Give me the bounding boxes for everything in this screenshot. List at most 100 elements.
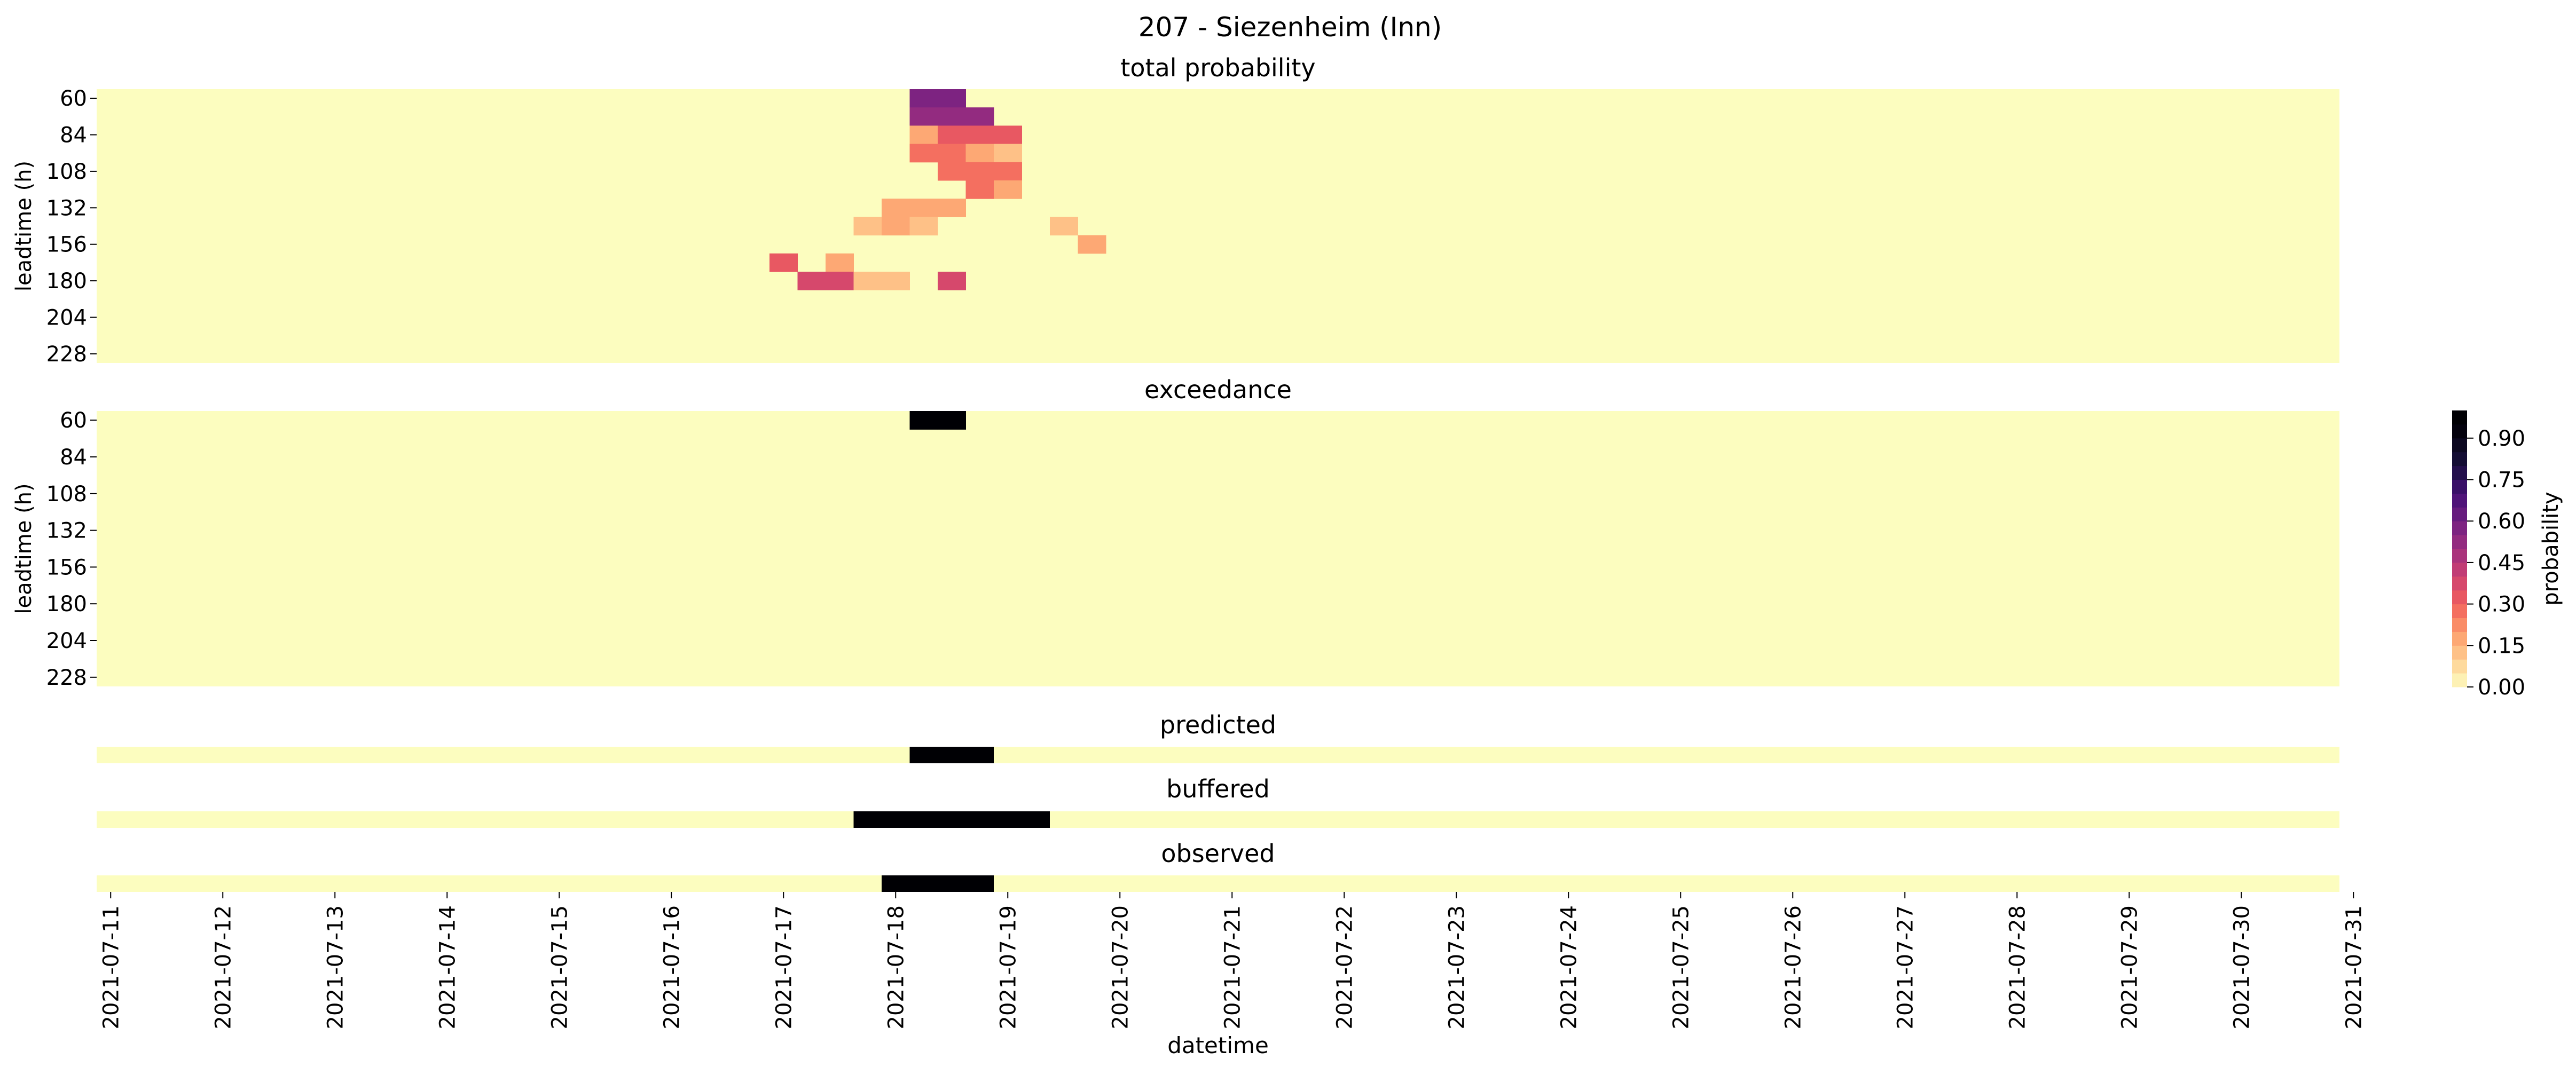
y-tick-label: 60 bbox=[60, 86, 87, 111]
x-tick-label: 2021-07-24 bbox=[1557, 905, 1581, 1029]
y-axis-label: leadtime (h) bbox=[12, 483, 36, 614]
heatmap-cell bbox=[994, 180, 1022, 199]
panel-background bbox=[97, 811, 2339, 828]
event-bar bbox=[882, 875, 994, 892]
y-tick-label: 108 bbox=[46, 160, 87, 184]
x-tick-label: 2021-07-15 bbox=[547, 905, 572, 1029]
colorbar-segment bbox=[2452, 424, 2467, 439]
x-tick-label: 2021-07-26 bbox=[1781, 905, 1805, 1029]
colorbar-segment bbox=[2452, 631, 2467, 646]
heatmap-cell bbox=[882, 199, 910, 217]
heatmap-cell bbox=[965, 144, 994, 163]
x-tick-label: 2021-07-30 bbox=[2229, 905, 2254, 1029]
heatmap-cell bbox=[882, 272, 910, 290]
colorbar-segment bbox=[2452, 479, 2467, 494]
heatmap-cell bbox=[1078, 235, 1106, 254]
heatmap-cell bbox=[909, 199, 938, 217]
heatmap-cell bbox=[938, 89, 966, 108]
heatmap-cell bbox=[909, 107, 938, 126]
y-tick-label: 228 bbox=[46, 342, 87, 367]
x-tick-label: 2021-07-11 bbox=[99, 905, 123, 1029]
x-tick-label: 2021-07-13 bbox=[323, 905, 348, 1029]
panel-exceedance: exceedance 60 84 108 132 156 180 204 228 leadtime… bbox=[12, 375, 2339, 690]
panel-title: observed bbox=[1161, 839, 1275, 868]
x-tick-label: 2021-07-20 bbox=[1108, 905, 1133, 1029]
x-axis: 2021-07-11 2021-07-12 2021-07-13 2021-07-14… bbox=[99, 892, 2366, 1029]
x-tick-label: 2021-07-19 bbox=[996, 905, 1020, 1029]
heatmap-cell bbox=[965, 162, 994, 181]
event-bar bbox=[853, 811, 1050, 828]
x-tick-label: 2021-07-16 bbox=[659, 905, 684, 1029]
heatmap-cell bbox=[909, 89, 938, 108]
heatmap-cell bbox=[938, 162, 966, 181]
colorbar-segment bbox=[2452, 410, 2467, 425]
heatmap-cell bbox=[994, 125, 1022, 145]
y-tick-label: 228 bbox=[46, 666, 87, 690]
x-tick-label: 2021-07-27 bbox=[1893, 905, 1918, 1029]
heatmap-cell bbox=[769, 253, 798, 272]
panel-background bbox=[97, 875, 2339, 892]
y-tick-label: 156 bbox=[46, 555, 87, 580]
panel-title: predicted bbox=[1160, 710, 1276, 739]
heatmap-cell bbox=[826, 253, 854, 272]
colorbar-tick-label: 0.90 bbox=[2478, 426, 2525, 451]
heatmap-cell bbox=[938, 144, 966, 163]
heatmap-cell bbox=[853, 272, 882, 290]
x-tick-label: 2021-07-17 bbox=[772, 905, 796, 1029]
colorbar-segment bbox=[2452, 576, 2467, 591]
colorbar-segment bbox=[2452, 535, 2467, 549]
colorbar-segment bbox=[2452, 438, 2467, 453]
heatmap-cell bbox=[938, 107, 966, 126]
colorbar-tick-label: 0.15 bbox=[2478, 634, 2525, 658]
heatmap-cell bbox=[938, 125, 966, 145]
y-tick-label: 132 bbox=[46, 196, 87, 220]
colorbar-tick-label: 0.45 bbox=[2478, 551, 2525, 575]
heatmap-cell bbox=[965, 107, 994, 126]
colorbar-tick-label: 0.60 bbox=[2478, 509, 2525, 534]
heatmap-cell bbox=[938, 411, 966, 430]
colorbar-segment bbox=[2452, 452, 2467, 467]
heatmap-cell bbox=[965, 125, 994, 145]
colorbar-segment bbox=[2452, 549, 2467, 563]
panel-background bbox=[97, 411, 2339, 686]
colorbar-label: probability bbox=[2539, 492, 2563, 605]
x-tick-label: 2021-07-25 bbox=[1669, 905, 1693, 1029]
panel-total-probability: total probability 60 84 108 132 156 180 204 228 l… bbox=[12, 53, 2339, 367]
colorbar-segment bbox=[2452, 521, 2467, 535]
x-tick-label: 2021-07-29 bbox=[2117, 905, 2142, 1029]
y-axis-label: leadtime (h) bbox=[12, 161, 36, 291]
chart-title: 207 - Siezenheim (Inn) bbox=[1138, 12, 1442, 43]
heatmap-cell bbox=[909, 217, 938, 236]
x-tick-label: 2021-07-21 bbox=[1220, 905, 1245, 1029]
y-tick-label: 108 bbox=[46, 482, 87, 507]
y-tick-label: 132 bbox=[46, 519, 87, 543]
y-tick-label: 84 bbox=[60, 123, 87, 148]
y-tick-label: 156 bbox=[46, 233, 87, 257]
x-tick-label: 2021-07-12 bbox=[211, 905, 235, 1029]
x-tick-label: 2021-07-14 bbox=[435, 905, 460, 1029]
heatmap-panels: total probability 60 84 108 132 156 180 204 228 l… bbox=[12, 53, 2339, 892]
heatmap-cell bbox=[909, 411, 938, 430]
heatmap-cell bbox=[1050, 217, 1078, 236]
panel-title: exceedance bbox=[1144, 375, 1292, 404]
panel-predicted: predicted bbox=[97, 710, 2339, 763]
colorbar-segment bbox=[2452, 590, 2467, 605]
heatmap-cell bbox=[797, 272, 826, 290]
colorbar-segment bbox=[2452, 618, 2467, 632]
x-axis-label: datetime bbox=[1167, 1032, 1269, 1058]
colorbar-segment bbox=[2452, 659, 2467, 674]
y-tick-label: 180 bbox=[46, 269, 87, 294]
colorbar-tick-label: 0.00 bbox=[2478, 675, 2525, 700]
colorbar-segment bbox=[2452, 507, 2467, 521]
y-tick-label: 180 bbox=[46, 592, 87, 616]
heatmap-cell bbox=[826, 272, 854, 290]
heatmap-cell bbox=[882, 217, 910, 236]
y-tick-label: 60 bbox=[60, 408, 87, 433]
heatmap-cell bbox=[994, 162, 1022, 181]
colorbar-segment bbox=[2452, 673, 2467, 687]
heatmap-cell bbox=[938, 272, 966, 290]
panel-title: total probability bbox=[1120, 53, 1315, 82]
event-bar bbox=[909, 747, 994, 763]
colorbar-tick-label: 0.30 bbox=[2478, 592, 2525, 617]
